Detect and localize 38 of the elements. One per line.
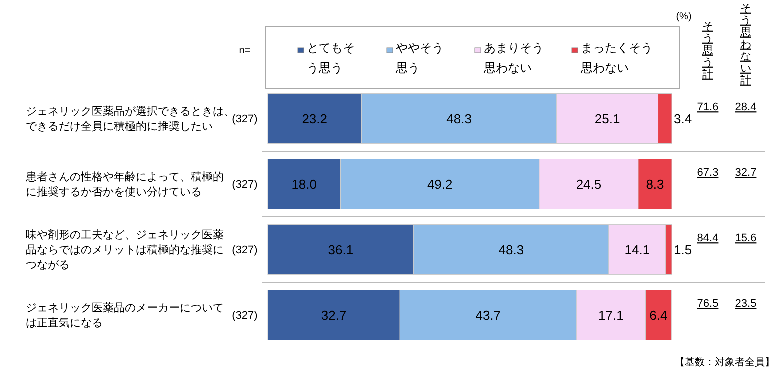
text: n= [239,46,251,56]
text: 15.6 [735,232,757,245]
data-label: 43.7 [476,308,502,323]
y-tick-label: 味や剤形の工夫など、ジェネリック医薬品ならではのメリットは積極的な推奨につながる [26,228,224,272]
text: (327) [232,179,258,192]
legend-label: とてもそう思う [307,41,355,76]
data-label: 3.4 [674,111,692,126]
data-label: 8.3 [646,176,664,192]
text: 28.4 [735,102,757,114]
text: 【基数：対象者全員】 [675,356,775,368]
data-label: 14.1 [624,242,650,258]
text: 84.4 [697,232,719,245]
data-label: 48.3 [498,242,524,258]
text: (327) [232,244,258,257]
text: 32.7 [735,167,757,180]
text: (327) [232,114,258,126]
text: 71.6 [697,102,719,114]
data-label: 48.3 [446,111,472,126]
legend-label: あまりそう思わない [483,41,544,76]
text: (%) [676,12,692,22]
data-label: 36.1 [328,242,354,258]
data-label: 49.2 [427,176,453,192]
legend-label: まったくそう思わない [580,41,653,76]
data-label: 32.7 [321,308,347,323]
data-label: 17.1 [598,308,624,323]
data-label: 6.4 [650,308,668,323]
series-label: ややそう思う [395,41,444,76]
y-tick-label: ジェネリック医薬品のメーカーについては正直気になる [26,302,224,330]
text: 23.5 [735,298,757,310]
data-label: 1.5 [674,242,692,258]
data-label: 18.0 [292,176,318,192]
text: (327) [232,310,258,322]
text: 76.5 [697,298,719,310]
data-label: 23.2 [302,111,328,126]
data-label: 24.5 [576,176,602,192]
y-tick-label: 患者さんの性格や年齢によって、積極的に推奨するか否かを使い分けている [25,170,224,199]
data-label: 25.1 [594,111,620,126]
text: 67.3 [697,167,719,180]
